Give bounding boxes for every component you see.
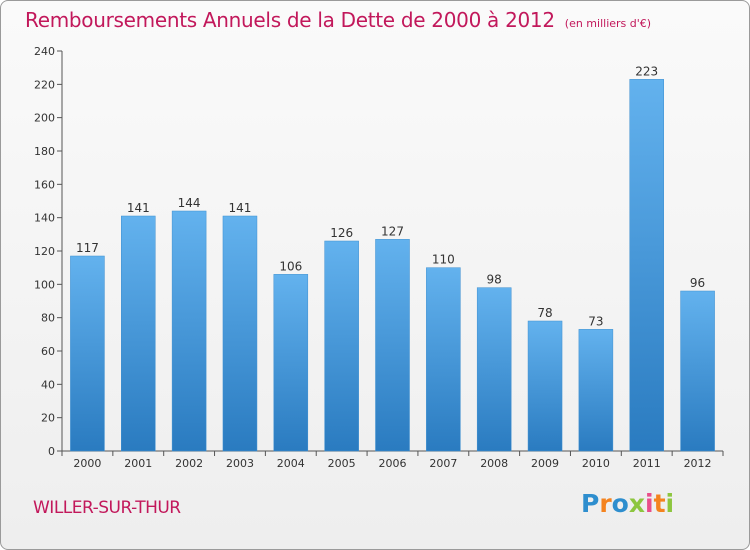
x-tick-label: 2007 xyxy=(429,457,457,470)
bar-2005 xyxy=(324,240,359,452)
y-tick-label: 0 xyxy=(48,445,55,458)
bar-value-label: 78 xyxy=(537,306,552,320)
y-tick-label: 20 xyxy=(41,412,55,425)
y-tick-label: 160 xyxy=(34,178,55,191)
x-axis: 2000 2001 2002 2003 2004 2005 2006 2007 2008 2009… xyxy=(61,450,724,470)
bar-value-label: 106 xyxy=(279,259,302,273)
bar-2003 xyxy=(222,215,258,452)
logo-letter: o xyxy=(611,489,629,518)
logo-letter: i xyxy=(645,489,654,518)
logo-letter: i xyxy=(665,489,675,518)
bar-value-label: 127 xyxy=(381,224,404,238)
proxiti-logo: Proxiti xyxy=(581,489,674,518)
bar-2008 xyxy=(476,287,512,452)
y-tick-label: 140 xyxy=(34,212,55,225)
y-tick-label: 120 xyxy=(34,245,55,258)
y-tick-label: 60 xyxy=(41,345,55,358)
bar-value-label: 98 xyxy=(487,273,502,287)
bar-2007 xyxy=(426,267,461,452)
bar-2011 xyxy=(629,79,664,452)
y-tick-label: 200 xyxy=(34,112,55,125)
y-tick-label: 240 xyxy=(34,45,55,58)
bar-value-label: 141 xyxy=(127,201,150,215)
bar-value-label: 117 xyxy=(76,241,99,255)
bars: 117 141 144 141 106 126 127 110 98 78 73 223 96 xyxy=(70,64,715,452)
x-tick-label: 2003 xyxy=(226,457,254,470)
x-tick-label: 2001 xyxy=(124,457,152,470)
y-tick-label: 180 xyxy=(34,145,55,158)
bar-value-label: 96 xyxy=(690,276,705,290)
bar-value-label: 223 xyxy=(635,64,658,78)
x-tick-label: 2004 xyxy=(277,457,305,470)
bar-value-label: 110 xyxy=(432,253,455,267)
bar-value-label: 73 xyxy=(588,314,603,328)
bar-2002 xyxy=(171,210,207,452)
logo-letter: t xyxy=(653,489,666,518)
x-tick-label: 2010 xyxy=(582,457,610,470)
bar-2001 xyxy=(121,215,156,452)
x-tick-label: 2000 xyxy=(73,457,101,470)
y-tick-label: 220 xyxy=(34,78,55,91)
bar-value-label: 126 xyxy=(330,226,353,240)
y-tick-label: 100 xyxy=(34,278,55,291)
bar-2000 xyxy=(70,255,105,452)
bar-2010 xyxy=(578,329,614,452)
bar-value-label: 144 xyxy=(178,196,201,210)
y-tick-label: 40 xyxy=(41,378,55,391)
y-axis: 0 20 40 60 80 100 120 140 160 180 200 220 240 xyxy=(34,45,63,458)
location-name: WILLER-SUR-THUR xyxy=(33,498,181,518)
x-tick-label: 2008 xyxy=(480,457,508,470)
x-tick-label: 2002 xyxy=(175,457,203,470)
chart-subtitle: (en milliers d'€) xyxy=(564,17,652,30)
chart-title: Remboursements Annuels de la Dette de 20… xyxy=(25,8,651,32)
bar-2004 xyxy=(273,274,309,452)
x-tick-label: 2006 xyxy=(379,457,407,470)
logo-letter: x xyxy=(628,489,645,518)
bar-2006 xyxy=(375,239,410,452)
x-tick-label: 2011 xyxy=(633,457,661,470)
logo-letter: r xyxy=(599,489,612,518)
x-tick-label: 2009 xyxy=(531,457,559,470)
logo-letter: P xyxy=(581,489,600,518)
bar-2009 xyxy=(527,320,563,452)
x-tick-label: 2005 xyxy=(328,457,356,470)
chart-title-text: Remboursements Annuels de la Dette de 20… xyxy=(25,8,555,32)
x-tick-label: 2012 xyxy=(684,457,712,470)
bar-2012 xyxy=(680,290,715,452)
bar-value-label: 141 xyxy=(229,201,252,215)
y-tick-label: 80 xyxy=(41,312,55,325)
